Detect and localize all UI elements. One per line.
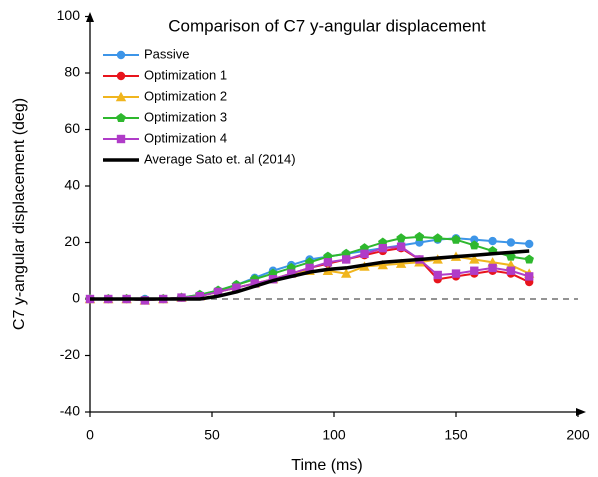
marker (195, 291, 204, 301)
marker (525, 239, 534, 249)
legend-label: Optimization 3 (144, 109, 227, 124)
marker (469, 254, 480, 264)
legend-label: Average Sato et. al (2014) (144, 151, 296, 166)
marker (377, 259, 388, 270)
marker (287, 269, 296, 278)
marker (433, 270, 442, 280)
y-tick-label: 0 (72, 290, 80, 306)
marker (250, 279, 259, 288)
marker (116, 50, 126, 60)
x-tick-label: 150 (444, 427, 468, 443)
marker (396, 233, 406, 243)
marker (488, 263, 497, 273)
y-tick-label: -40 (60, 403, 80, 419)
y-tick-label: 100 (57, 7, 81, 23)
legend-label: Optimization 2 (144, 88, 227, 103)
y-tick-label: 20 (64, 233, 80, 249)
marker (213, 287, 223, 297)
legend-label: Passive (144, 46, 190, 61)
marker (470, 235, 479, 244)
marker (378, 243, 387, 253)
marker (305, 263, 314, 273)
marker (341, 268, 352, 278)
marker (116, 71, 126, 81)
marker (395, 258, 407, 268)
marker (451, 234, 461, 244)
x-tick-label: 200 (566, 427, 590, 443)
x-tick-label: 50 (204, 427, 220, 443)
marker (432, 233, 443, 243)
x-tick-label: 100 (322, 427, 346, 443)
chart-title: Comparison of C7 y-angular displacement (168, 16, 486, 35)
marker (506, 266, 516, 275)
series-line (90, 249, 530, 301)
legend-label: Optimization 4 (144, 130, 227, 145)
marker (488, 236, 497, 246)
legend-label: Optimization 1 (144, 67, 227, 82)
marker (342, 255, 351, 264)
marker (323, 258, 333, 267)
marker (414, 231, 425, 241)
marker (360, 249, 369, 258)
marker (451, 269, 461, 278)
marker (115, 91, 127, 102)
marker (469, 240, 480, 250)
y-tick-label: 80 (64, 64, 80, 80)
marker (470, 266, 479, 275)
x-axis-label: Time (ms) (291, 457, 362, 474)
marker (116, 113, 126, 123)
x-tick-label: 0 (86, 427, 94, 443)
y-tick-label: -20 (60, 346, 80, 362)
marker (506, 238, 516, 247)
marker (396, 242, 406, 251)
marker (525, 272, 534, 281)
y-axis-label: C7 y-angular displacement (deg) (11, 98, 28, 330)
marker (232, 283, 241, 292)
y-tick-label: 40 (64, 177, 80, 193)
marker (116, 134, 126, 144)
marker (524, 254, 534, 264)
y-tick-label: 60 (64, 120, 80, 136)
